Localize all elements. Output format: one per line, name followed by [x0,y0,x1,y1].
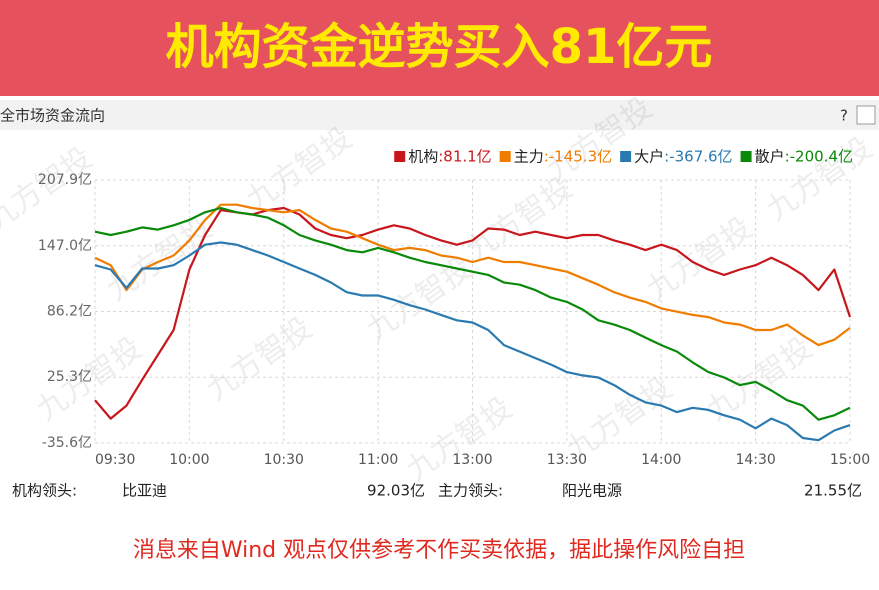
footer-label: 机构领头: [12,482,77,500]
legend-label: 机构 [408,148,438,166]
x-tick-label: 09:30 [95,452,135,468]
legend-label: 大户 [634,148,664,166]
banner-title: 机构资金逆势买入81亿元 [166,19,713,75]
help-button[interactable]: ? [840,107,848,125]
footer-name: 阳光电源 [562,482,622,500]
legend-swatch [394,151,406,162]
series-line [94,206,852,420]
plot: -35.6亿 25.3亿 86.2亿 147.0亿 207.9亿 09:30 10:00 10… [38,148,870,469]
x-tick-label: 10:00 [169,452,209,468]
y-tick-label: 147.0亿 [38,238,92,254]
banner [0,0,879,96]
footer-name: 比亚迪 [122,482,167,500]
disclaimer: 消息来自Wind 观点仅供参考不作买卖依据，据此操作风险自担 [133,538,745,563]
y-tick-label: -35.6亿 [42,435,92,451]
series-line [94,203,851,347]
watermark: 九方智投 [200,310,318,407]
legend-label: 主力 [514,148,544,166]
legend-value: :-145.3亿 [544,148,612,166]
footer-label: 主力领头: [438,482,503,500]
footer-value: 21.55亿 [804,482,862,500]
x-tick-label: 10:30 [264,452,304,468]
x-tick-label: 14:00 [641,452,681,468]
series-line [94,241,851,442]
legend-label: 散户 [755,148,785,166]
footer-value: 92.03亿 [367,482,425,500]
y-tick-label: 86.2亿 [47,303,92,319]
legend-swatch [740,151,752,162]
watermark: 九方智投 [400,390,518,487]
watermark: 九方智投 [240,120,358,217]
y-tick-label: 207.9亿 [38,172,92,188]
x-tick-label: 15:00 [830,452,870,468]
x-tick-label: 13:00 [452,452,492,468]
y-tick-label: 25.3亿 [47,369,92,385]
x-tick-label: 14:30 [735,452,775,468]
panel-header [0,100,879,130]
x-tick-label: 11:00 [358,452,398,468]
icon[interactable] [856,105,876,125]
watermark: 九方智投 [640,210,758,307]
series-line [94,206,851,421]
panel-title: 全市场资金流向 [0,107,105,125]
legend-swatch [499,151,511,162]
legend-value: :81.1亿 [438,148,491,166]
watermark: 九方智投 [0,140,99,237]
x-tick-label: 13:30 [547,452,587,468]
legend-value: :-367.6亿 [664,148,732,166]
watermark: 九方智投 [760,130,878,227]
legend-value: :-200.4亿 [785,148,853,166]
legend-swatch [620,151,632,162]
